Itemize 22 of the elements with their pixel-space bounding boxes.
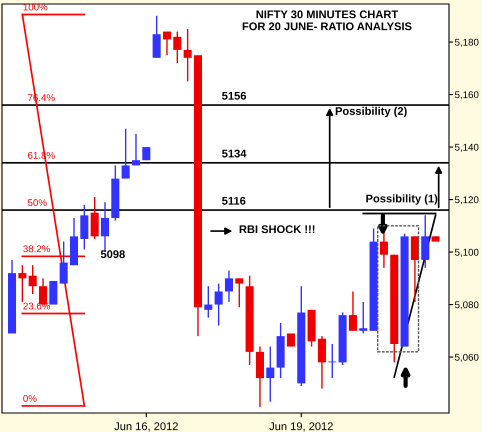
x-tick-label: Jun 19, 2012 bbox=[269, 422, 333, 432]
y-tick-label: 5,140 bbox=[454, 144, 479, 152]
series-label: 23.6% bbox=[23, 302, 50, 310]
ref-line-label: 5116 bbox=[222, 196, 246, 205]
x-tick-label: Jun 16, 2012 bbox=[114, 422, 178, 432]
y-tick-label: 5,160 bbox=[454, 91, 479, 100]
y-tick-label: 5,060 bbox=[454, 354, 479, 362]
annotation: 50% bbox=[28, 199, 47, 206]
text: NIFTY 30 MINUTES CHART FOR 20 JUNE- RATIO ANALYSIS bbox=[242, 10, 412, 30]
y-tick-label: 5,080 bbox=[454, 301, 479, 310]
annotation: RBI SHOCK !!! bbox=[240, 225, 314, 234]
series-label: 100% bbox=[24, 4, 48, 10]
series-label: 38.2% bbox=[23, 245, 50, 252]
ref-line-label: 5134 bbox=[222, 150, 246, 158]
y-tick-label: 5,120 bbox=[454, 196, 479, 204]
annotation: Possibility (1) bbox=[366, 194, 438, 205]
annotation: 5098 bbox=[100, 250, 125, 258]
y-tick-label: 5,100 bbox=[454, 248, 479, 257]
annotation: Possibility (2) bbox=[336, 106, 407, 118]
y-tick-label: 5,180 bbox=[454, 38, 479, 47]
ref-line-label: 5156 bbox=[222, 92, 246, 100]
series-label: 0% bbox=[23, 395, 37, 402]
